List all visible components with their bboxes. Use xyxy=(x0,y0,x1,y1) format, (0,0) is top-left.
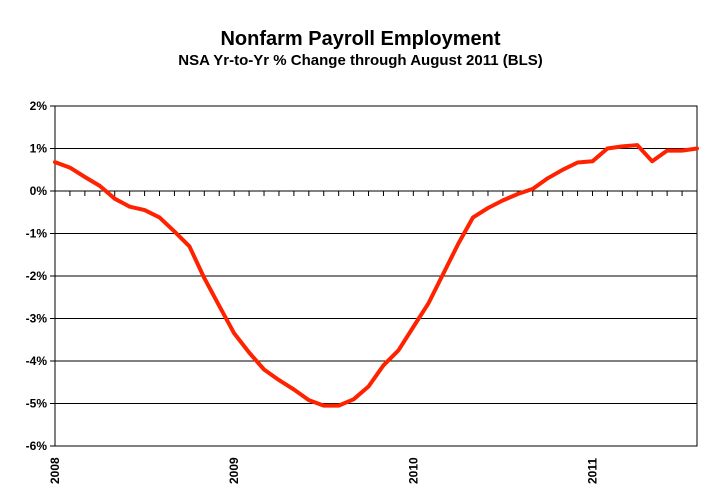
y-tick-label: 1% xyxy=(30,142,48,156)
y-axis: 2% 1% 0% -1% -2% -3% -4% -5% -6% xyxy=(26,99,55,453)
y-tick-label: 0% xyxy=(30,184,48,198)
y-tick-label: -1% xyxy=(26,227,48,241)
x-tick-label: 2008 xyxy=(48,457,62,484)
x-tick-label: 2011 xyxy=(585,458,599,484)
zero-axis xyxy=(54,190,698,196)
x-tick-label: 2009 xyxy=(227,457,241,484)
y-tick-label: -6% xyxy=(26,439,48,453)
chart-subtitle: NSA Yr-to-Yr % Change through August 201… xyxy=(178,52,543,69)
gridlines xyxy=(55,148,697,404)
y-tick-label: -5% xyxy=(26,397,48,411)
series-line xyxy=(53,143,699,408)
y-tick-label: 2% xyxy=(30,99,48,113)
chart-title: Nonfarm Payroll Employment xyxy=(220,28,501,50)
x-tick-label: 2010 xyxy=(406,457,420,484)
series-group xyxy=(53,143,699,408)
y-tick-label: -2% xyxy=(26,269,48,283)
y-tick-label: -4% xyxy=(26,354,48,368)
y-tick-label: -3% xyxy=(26,312,48,326)
x-axis: 2008 2009 2010 2011 xyxy=(48,457,599,484)
